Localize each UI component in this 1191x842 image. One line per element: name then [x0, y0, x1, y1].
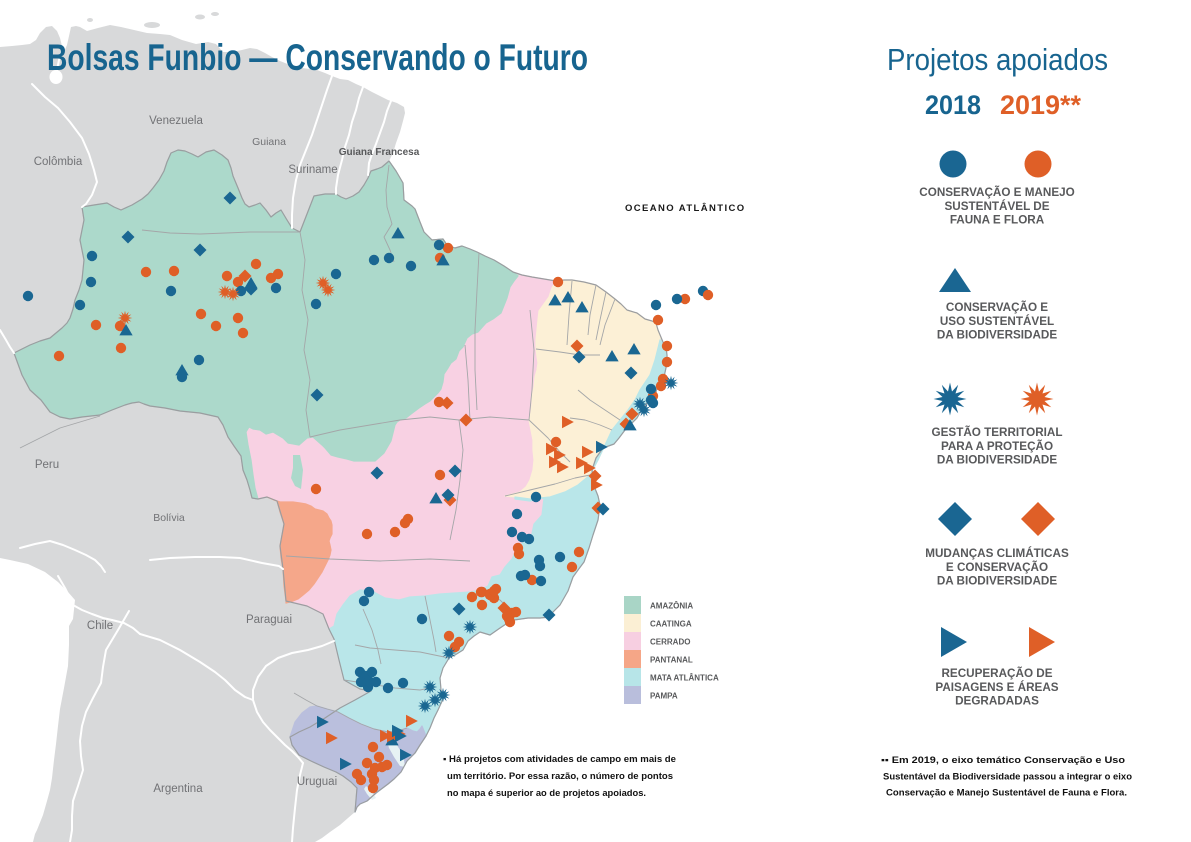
svg-text:RECUPERAÇÃO DE: RECUPERAÇÃO DE — [941, 667, 1052, 680]
svg-text:CONSERVAÇÃO E: CONSERVAÇÃO E — [946, 301, 1048, 314]
svg-text:USO SUSTENTÁVEL: USO SUSTENTÁVEL — [940, 315, 1054, 328]
svg-text:PARA A PROTEÇÃO: PARA A PROTEÇÃO — [941, 440, 1053, 453]
svg-text:AMAZÔNIA: AMAZÔNIA — [650, 602, 693, 611]
svg-text:▪▪ Em 2019, o eixo temático Co: ▪▪ Em 2019, o eixo temático Conservação … — [881, 755, 1125, 765]
svg-text:Peru: Peru — [35, 459, 59, 471]
svg-text:MUDANÇAS CLIMÁTICAS: MUDANÇAS CLIMÁTICAS — [925, 547, 1069, 560]
svg-text:PAISAGENS E ÁREAS: PAISAGENS E ÁREAS — [935, 681, 1058, 694]
svg-text:Bolsas Funbio — Conservando o: Bolsas Funbio — Conservando o Futuro — [47, 37, 588, 78]
svg-text:2018: 2018 — [925, 90, 981, 120]
svg-text:Venezuela: Venezuela — [149, 115, 203, 127]
svg-text:um território. Por essa razão,: um território. Por essa razão, o número … — [447, 771, 673, 781]
svg-text:Sustentável da Biodiversidade: Sustentável da Biodiversidade passou a i… — [883, 771, 1132, 781]
svg-text:PAMPA: PAMPA — [650, 692, 678, 701]
svg-text:CAATINGA: CAATINGA — [650, 620, 692, 629]
svg-text:Projetos apoiados: Projetos apoiados — [887, 42, 1108, 77]
svg-text:SUSTENTÁVEL DE: SUSTENTÁVEL DE — [945, 200, 1050, 213]
svg-text:DA BIODIVERSIDADE: DA BIODIVERSIDADE — [937, 575, 1058, 588]
svg-text:MATA ATLÂNTICA: MATA ATLÂNTICA — [650, 674, 719, 683]
svg-text:GESTÃO TERRITORIAL: GESTÃO TERRITORIAL — [932, 426, 1063, 439]
svg-text:▪ Há projetos com atividades d: ▪ Há projetos com atividades de campo em… — [443, 754, 676, 764]
svg-text:CONSERVAÇÃO E MANEJO: CONSERVAÇÃO E MANEJO — [919, 186, 1074, 199]
svg-text:2019**: 2019** — [1000, 90, 1081, 120]
svg-text:Chile: Chile — [87, 620, 113, 632]
svg-text:Bolívia: Bolívia — [153, 512, 185, 524]
svg-text:Conservação e Manejo Sustentáv: Conservação e Manejo Sustentável de Faun… — [886, 788, 1127, 798]
svg-text:FAUNA E FLORA: FAUNA E FLORA — [950, 214, 1045, 227]
svg-text:Suriname: Suriname — [288, 164, 337, 176]
svg-text:DA BIODIVERSIDADE: DA BIODIVERSIDADE — [937, 329, 1058, 342]
svg-text:E CONSERVAÇÃO: E CONSERVAÇÃO — [946, 561, 1048, 574]
svg-text:Uruguai: Uruguai — [297, 776, 337, 788]
svg-text:Paraguai: Paraguai — [246, 614, 292, 626]
svg-text:Guiana: Guiana — [252, 136, 286, 148]
svg-text:OCEANO ATLÂNTICO: OCEANO ATLÂNTICO — [625, 202, 746, 214]
svg-text:CERRADO: CERRADO — [650, 638, 690, 647]
svg-text:DA BIODIVERSIDADE: DA BIODIVERSIDADE — [937, 454, 1058, 467]
svg-text:Guiana Francesa: Guiana Francesa — [339, 147, 420, 158]
svg-text:DEGRADADAS: DEGRADADAS — [955, 695, 1039, 708]
svg-text:Colômbia: Colômbia — [34, 156, 83, 168]
svg-text:Argentina: Argentina — [153, 783, 203, 795]
svg-text:no mapa é superior ao de proje: no mapa é superior ao de projetos apoiad… — [447, 788, 646, 798]
svg-text:PANTANAL: PANTANAL — [650, 656, 693, 665]
